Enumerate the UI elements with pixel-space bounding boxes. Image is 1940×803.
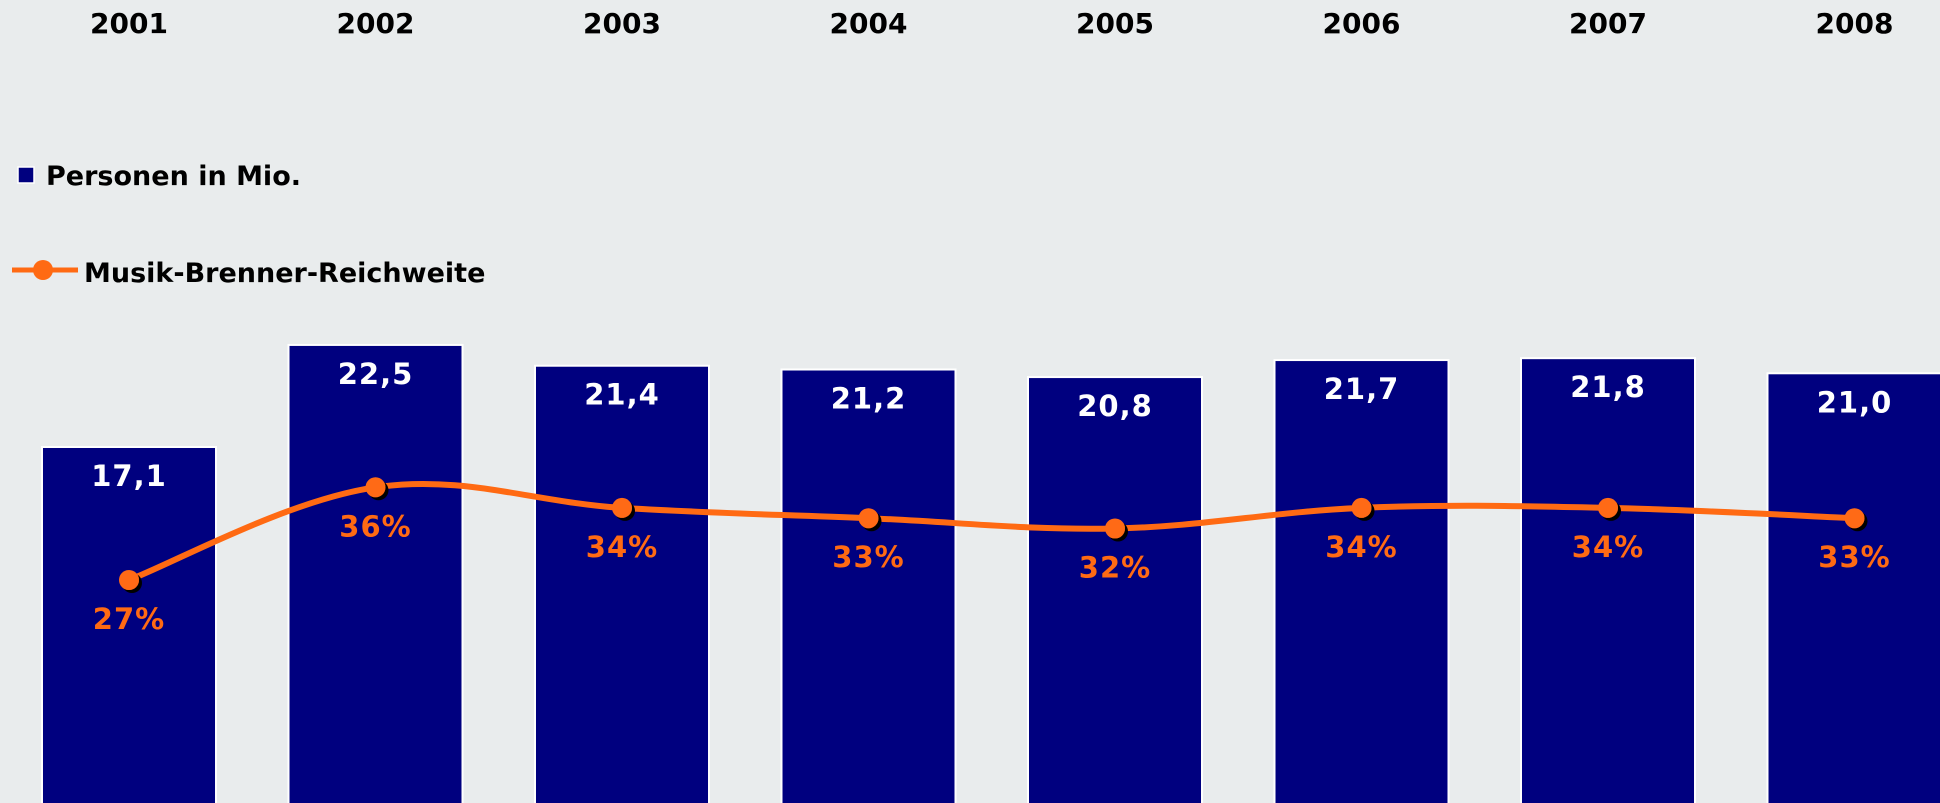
percent-label: 34% bbox=[586, 530, 658, 564]
year-label: 2007 bbox=[1569, 7, 1647, 40]
line-point bbox=[365, 477, 386, 498]
legend-label-bar-series: Personen in Mio. bbox=[46, 161, 301, 192]
percent-label: 27% bbox=[93, 602, 165, 636]
percent-label: 33% bbox=[832, 540, 904, 574]
year-label: 2001 bbox=[90, 7, 168, 40]
series-line bbox=[127, 480, 1855, 583]
line-point bbox=[1105, 518, 1125, 539]
bar-value-label: 21,4 bbox=[584, 378, 660, 412]
data-labels: 17,1 22,5 21,4 21,2 20,8 21,7 21,8 21,0 27% 36% 34… bbox=[91, 357, 1893, 636]
year-label: 2006 bbox=[1323, 7, 1401, 40]
bar bbox=[1766, 372, 1940, 803]
bar bbox=[780, 368, 957, 803]
line-series bbox=[119, 477, 1865, 590]
legend-bar-swatch bbox=[17, 166, 35, 184]
bar bbox=[1273, 359, 1450, 803]
bar-value-label: 21,2 bbox=[831, 382, 907, 416]
bar bbox=[41, 446, 217, 803]
bar-value-label: 22,5 bbox=[338, 357, 414, 391]
year-label: 2003 bbox=[583, 7, 661, 40]
line-point bbox=[858, 508, 879, 529]
line-point bbox=[119, 570, 139, 590]
year-label: 2004 bbox=[830, 7, 908, 40]
bar bbox=[534, 364, 710, 803]
bar-value-label: 20,8 bbox=[1077, 389, 1153, 423]
percent-label: 33% bbox=[1818, 540, 1890, 574]
percent-label: 36% bbox=[339, 509, 411, 543]
line-point bbox=[1844, 508, 1865, 529]
bar bbox=[1027, 376, 1203, 803]
bar bbox=[287, 343, 464, 803]
bar-value-label: 17,1 bbox=[91, 459, 167, 493]
year-label: 2008 bbox=[1816, 7, 1894, 40]
percent-label: 34% bbox=[1572, 530, 1644, 564]
percent-label: 32% bbox=[1079, 551, 1151, 585]
legend: Personen in Mio. Musik-Brenner-Reichweit… bbox=[12, 161, 485, 289]
category-axis: 2001 2002 2003 2004 2005 2006 2007 2008 bbox=[90, 7, 1893, 40]
legend-line-marker bbox=[33, 260, 53, 280]
bar-value-label: 21,7 bbox=[1324, 372, 1400, 406]
legend-label-line-series: Musik-Brenner-Reichweite bbox=[84, 258, 485, 289]
bar-value-label: 21,0 bbox=[1817, 385, 1893, 419]
line-point bbox=[612, 497, 632, 518]
bar-value-label: 21,8 bbox=[1570, 370, 1646, 404]
year-label: 2005 bbox=[1076, 7, 1154, 40]
line-point bbox=[1351, 497, 1372, 518]
percent-label: 34% bbox=[1325, 530, 1397, 564]
line-point bbox=[1598, 497, 1618, 518]
bar bbox=[1520, 357, 1696, 803]
bar-series bbox=[41, 343, 1940, 803]
year-label: 2002 bbox=[337, 7, 415, 40]
